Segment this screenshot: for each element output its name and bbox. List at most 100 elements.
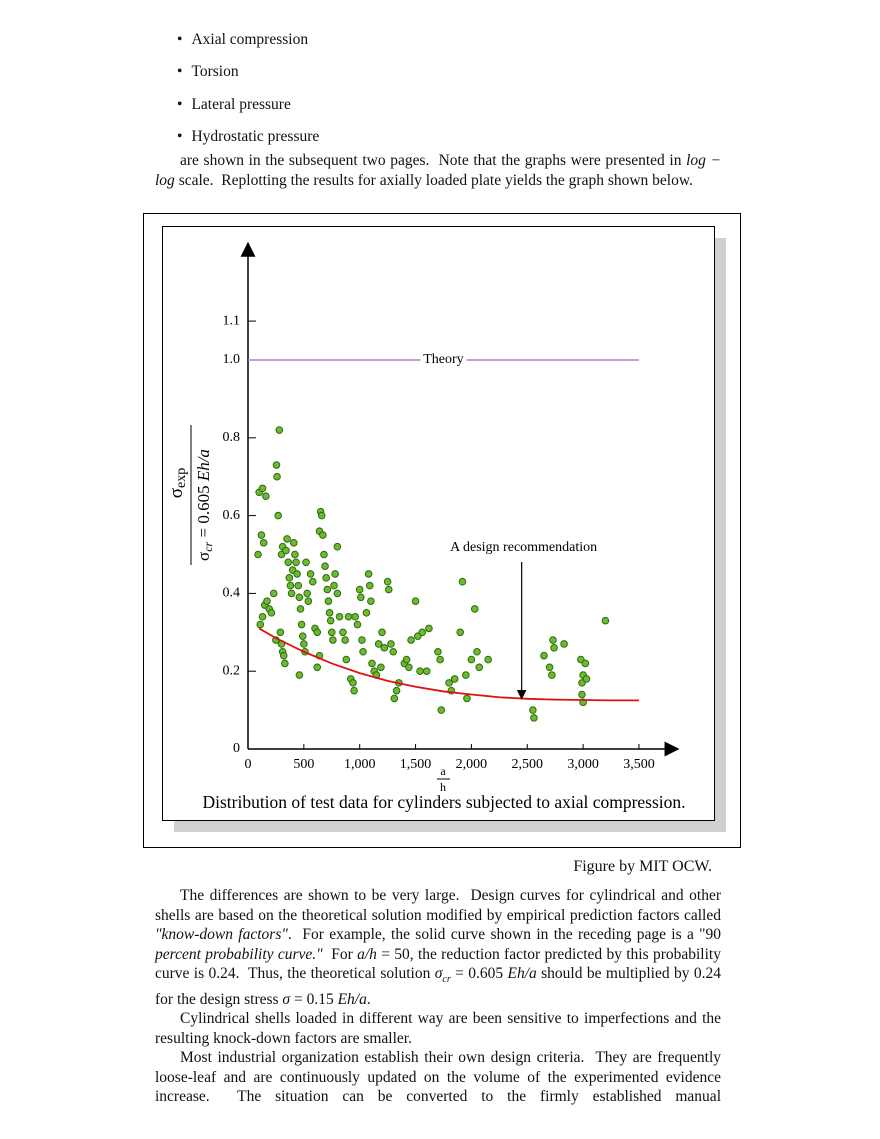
data-point <box>470 605 479 613</box>
data-point <box>292 558 300 567</box>
data-point <box>434 647 442 656</box>
math-run: Eh/a <box>337 990 367 1008</box>
data-point <box>339 628 347 637</box>
data-point <box>344 612 353 621</box>
data-point <box>289 539 298 547</box>
data-point <box>294 581 303 590</box>
text-run: For <box>322 945 358 963</box>
data-point <box>601 616 610 625</box>
data-point <box>300 640 308 648</box>
data-point <box>549 636 557 644</box>
theory-label: Theory <box>423 352 463 367</box>
data-point <box>437 706 446 714</box>
x-label-numerator: a <box>440 764 446 778</box>
design-curve <box>258 627 639 702</box>
data-point <box>582 675 591 683</box>
data-point <box>335 612 344 621</box>
text-run: . For example, the solid curve shown in … <box>287 926 725 943</box>
data-point <box>458 577 467 586</box>
x-tick-label: 3,000 <box>567 757 599 772</box>
data-point <box>357 593 365 602</box>
math-run: σ <box>434 965 443 982</box>
data-point <box>407 636 415 644</box>
data-point <box>323 585 332 594</box>
data-point <box>283 535 291 543</box>
x-tick-label: 2,500 <box>512 757 544 772</box>
paragraph: Most industrial organization establish t… <box>155 1048 721 1107</box>
data-point <box>364 570 373 578</box>
data-point <box>327 628 336 637</box>
data-point <box>313 628 322 637</box>
data-point <box>529 706 537 714</box>
plot-panel <box>162 226 715 821</box>
text-run: . <box>366 990 371 1008</box>
data-point <box>341 636 349 644</box>
text-run: = 0.15 <box>290 990 338 1008</box>
data-point <box>548 671 556 679</box>
y-label-denominator: σcr = 0.605 Eh/a <box>194 449 215 561</box>
data-point <box>578 690 586 699</box>
data-point <box>425 624 433 633</box>
data-point <box>262 492 270 500</box>
data-point <box>351 612 360 621</box>
data-point <box>258 484 267 493</box>
data-point <box>272 461 281 469</box>
y-tick-label: 0.2 <box>223 663 241 678</box>
data-point <box>374 640 383 648</box>
data-point <box>308 577 317 586</box>
data-point <box>297 620 306 629</box>
data-point <box>550 644 558 652</box>
data-point <box>319 531 327 539</box>
data-point <box>362 609 371 617</box>
data-point <box>331 570 339 578</box>
data-point <box>342 655 351 664</box>
data-point <box>320 550 328 559</box>
data-point <box>418 628 427 637</box>
data-point <box>256 620 265 629</box>
figure-credit: Figure by MIT OCW. <box>573 858 712 875</box>
text-run: Most industrial organization establish t… <box>155 1049 725 1106</box>
data-point <box>368 659 376 668</box>
data-point <box>321 562 329 570</box>
data-point <box>350 686 358 695</box>
data-point <box>286 581 295 590</box>
data-point <box>257 531 266 539</box>
math-run: Eh/a <box>507 965 537 982</box>
figure: Distribution of test data for cylinders … <box>143 213 741 848</box>
data-point <box>274 511 282 520</box>
data-point <box>258 612 267 621</box>
data-point <box>302 558 310 567</box>
data-point <box>304 597 313 605</box>
x-tick-label: 1,000 <box>344 757 376 772</box>
x-tick-label: 0 <box>245 757 252 772</box>
data-point <box>456 628 465 637</box>
data-point <box>473 647 481 656</box>
data-point <box>484 655 492 664</box>
data-point <box>450 675 459 683</box>
data-point <box>333 542 342 551</box>
text-run: should be multiplied by 0.24 for the des… <box>155 965 725 1008</box>
data-point <box>380 644 389 652</box>
bullet-item: Torsion <box>177 63 238 81</box>
text-run: = 0.605 <box>450 965 508 982</box>
x-tick-label: 1,500 <box>400 757 432 772</box>
data-point <box>306 570 315 578</box>
data-point <box>282 546 290 555</box>
data-point <box>325 609 334 617</box>
data-point <box>326 616 335 625</box>
data-point <box>475 663 484 672</box>
data-point <box>467 655 476 664</box>
body-text: The differences are shown to be very lar… <box>155 886 721 1107</box>
data-point <box>285 574 294 582</box>
data-point <box>377 663 385 672</box>
data-point <box>287 589 296 598</box>
y-tick-label: 0.6 <box>223 508 241 523</box>
data-point <box>422 667 431 676</box>
data-point <box>275 426 284 434</box>
data-point <box>269 589 278 598</box>
x-label-denominator: h <box>440 780 446 794</box>
bullet-item: Lateral pressure <box>177 96 290 114</box>
data-point <box>324 597 333 605</box>
data-point <box>560 640 568 648</box>
